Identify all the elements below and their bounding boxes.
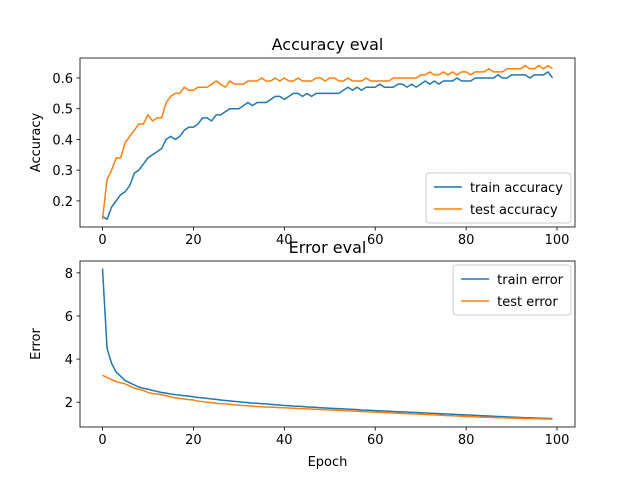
series-line — [102, 374, 553, 420]
legend-label: test error — [497, 295, 558, 310]
x-tick-label: 0 — [98, 433, 106, 448]
y-tick-label: 0.5 — [52, 103, 73, 118]
legend-frame — [425, 172, 572, 224]
y-tick-label: 0.4 — [52, 133, 73, 148]
x-axis-label: Epoch — [308, 455, 348, 470]
legend: train accuracy test accuracy — [433, 181, 563, 218]
axes-title: Error eval — [289, 238, 367, 257]
x-tick-label: 100 — [545, 433, 570, 448]
legend-label: train error — [497, 273, 564, 288]
y-tick-label: 0.2 — [52, 195, 73, 210]
x-tick-label: 0 — [98, 233, 106, 248]
legend: train error test error — [461, 273, 564, 310]
legend-label: test accuracy — [470, 203, 558, 218]
x-tick-label: 80 — [458, 433, 475, 448]
y-tick-label: 8 — [65, 267, 73, 282]
axes-frame — [79, 57, 576, 228]
legend-label: train accuracy — [470, 181, 563, 196]
y-tick-label: 4 — [65, 353, 73, 368]
y-axis-label: Error — [29, 328, 44, 360]
y-tick-label: 2 — [65, 396, 73, 411]
y-tick-label: 0.3 — [52, 164, 73, 179]
y-tick-label: 6 — [65, 310, 73, 325]
axes-frame — [79, 260, 576, 428]
x-tick-label: 60 — [367, 433, 384, 448]
x-tick-label: 100 — [545, 233, 570, 248]
series-line — [102, 71, 554, 221]
x-tick-label: 20 — [185, 433, 202, 448]
x-tick-label: 60 — [367, 233, 384, 248]
y-tick-label: 0.6 — [52, 72, 73, 87]
axes-title: Accuracy eval — [272, 35, 384, 54]
series-line — [101, 268, 553, 420]
y-axis-label: Accuracy — [29, 113, 44, 173]
x-tick-label: 40 — [276, 233, 293, 248]
legend-frame — [452, 264, 572, 316]
series-line — [101, 64, 553, 220]
x-tick-label: 80 — [458, 233, 475, 248]
x-tick-label: 20 — [185, 233, 202, 248]
x-tick-label: 40 — [276, 433, 293, 448]
